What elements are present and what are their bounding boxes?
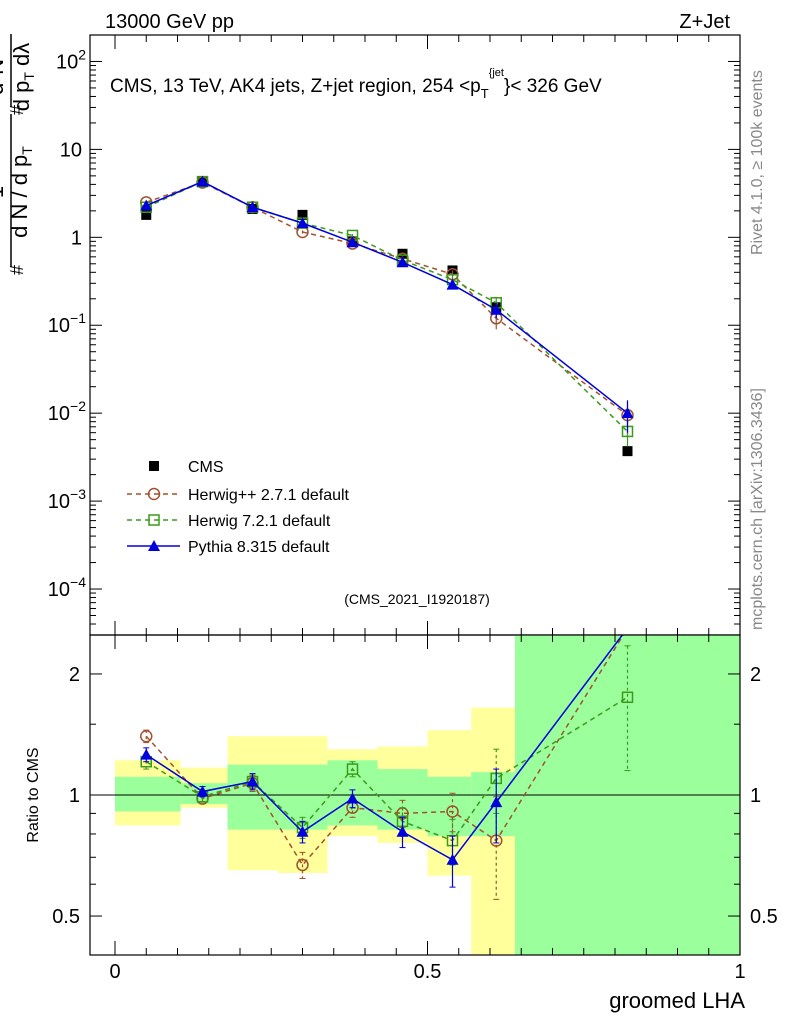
legend-marker-cms [149, 461, 159, 471]
main-ytick-label-4: 1 [71, 227, 82, 249]
main-point-cms-3 [297, 209, 308, 220]
side-label-mcplots: mcplots.cern.ch [arXiv:1306.3436] [749, 388, 766, 630]
main-point-pythia-8-315-default-0 [140, 199, 153, 211]
main-title: CMS, 13 TeV, AK4 jets, Z+jet region, 254… [110, 67, 602, 101]
main-ytick-label-6: 102 [56, 46, 86, 73]
svg-text:#: # [7, 265, 27, 275]
main-ytick-label-2: 10−2 [48, 398, 86, 425]
xtick-label-2: 1 [734, 961, 745, 983]
svg-text:#: # [7, 105, 27, 115]
ratio-y-axis-label: Ratio to CMS [25, 747, 42, 842]
svg-text:d pT dλ: d pT dλ [9, 43, 37, 112]
side-label-rivet: Rivet 4.1.0, ≥ 100k events [749, 70, 766, 255]
analysis-label: (CMS_2021_I1920187) [344, 591, 490, 607]
svg-text:d2N: d2N [0, 59, 8, 95]
ratio-point-herwig-7-2-1-default-8 [621, 691, 634, 704]
ratio-ytick-label-left-0: 0.5 [52, 906, 80, 928]
main-point-pythia-8-315-default-4 [346, 236, 359, 248]
legend: CMS Herwig++ 2.7.1 default Herwig 7.2.1 de… [127, 459, 350, 556]
main-ytick-label-5: 10 [60, 139, 82, 161]
main-line-herwig-7-2-1-default [145, 180, 629, 432]
ratio-point-pythia-8-315-default-3 [296, 825, 309, 837]
main-point-pythia-8-315-default-7 [490, 303, 503, 315]
ratio-ytick-label-left-2: 2 [69, 664, 80, 686]
ratio-series [140, 635, 634, 900]
ratio-point-pythia-8-315-default-5 [396, 825, 409, 837]
header-left: 13000 GeV pp [105, 11, 234, 33]
ratio-plot: 0.5 0.5 1 1 2 2 0 0.5 1 [52, 634, 778, 983]
x-axis-label: groomed LHA [609, 988, 745, 1013]
legend-marker-herwig-7-2-1-default [148, 514, 160, 526]
main-point-pythia-8-315-default-1 [196, 175, 209, 187]
main-ytick-label-3: 10−1 [48, 310, 86, 337]
ratio-band-inner-0 [115, 776, 181, 812]
legend-marker-pythia-8-315-default [148, 540, 160, 551]
ratio-point-pythia-8-315-default-4 [346, 792, 359, 804]
main-point-cms-0 [141, 209, 152, 220]
ratio-point-herwig-2-7-1-default-0 [140, 729, 153, 743]
ratio-point-pythia-8-315-default-7 [490, 796, 503, 808]
xtick-label-0: 0 [109, 961, 120, 983]
ratio-point-pythia-8-315-default-2 [246, 775, 259, 787]
legend-marker-herwig-2-7-1-default [147, 487, 161, 501]
svg-text:1: 1 [0, 186, 8, 198]
main-point-pythia-8-315-default-2 [246, 201, 259, 213]
xtick-label-1: 0.5 [414, 961, 442, 983]
ratio-point-pythia-8-315-default-0 [140, 748, 153, 760]
main-line-pythia-8-315-default [145, 180, 628, 414]
main-ytick-label-0: 10−4 [48, 574, 86, 601]
ratio-point-herwig-2-7-1-default-3 [296, 858, 309, 872]
ratio-point-pythia-8-315-default-6 [446, 853, 459, 865]
main-ytick-label-1: 10−3 [48, 486, 86, 513]
legend-label-pythia-8-315-default: Pythia 8.315 default [188, 539, 330, 556]
main-point-pythia-8-315-default-3 [296, 217, 309, 229]
ratio-point-pythia-8-315-default-1 [196, 785, 209, 797]
legend-label-herwig-7-2-1-default: Herwig 7.2.1 default [188, 513, 331, 530]
ratio-ytick-label-right-2: 2 [750, 664, 761, 686]
main-point-cms-8 [622, 446, 633, 457]
header-right: Z+Jet [679, 11, 730, 33]
main-y-axis-label: d N / d pT 1 # d pT dλ d2N # [0, 34, 37, 275]
ratio-ytick-label-right-1: 1 [750, 785, 761, 807]
main-line-herwig-2-7-1-default [146, 181, 628, 416]
ratio-ytick-label-left-1: 1 [69, 785, 80, 807]
ratio-point-herwig-2-7-1-default-6 [446, 805, 459, 818]
ratio-point-herwig-7-2-1-default-4 [346, 763, 359, 775]
legend-label-herwig-2-7-1-default: Herwig++ 2.7.1 default [188, 487, 350, 504]
ratio-ytick-label-right-0: 0.5 [750, 906, 778, 928]
main-point-pythia-8-315-default-5 [396, 256, 409, 268]
main-point-pythia-8-315-default-6 [446, 278, 459, 290]
legend-label-cms: CMS [188, 459, 224, 476]
main-point-pythia-8-315-default-8 [621, 407, 634, 419]
